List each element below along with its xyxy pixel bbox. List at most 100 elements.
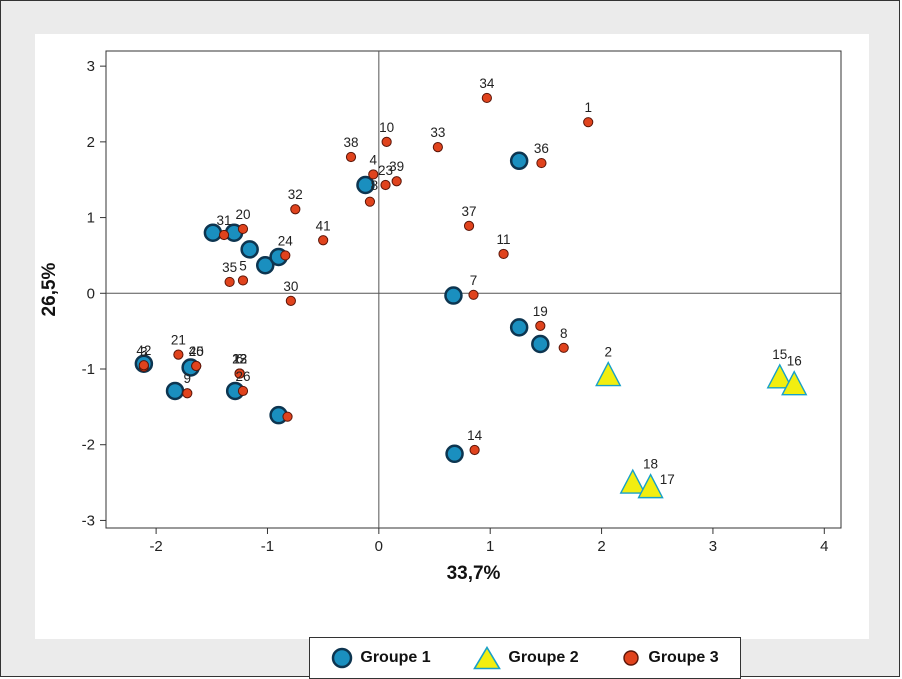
groupe-3-point bbox=[237, 275, 249, 286]
x-tick-label: 3 bbox=[709, 538, 717, 555]
groupe-1-point bbox=[165, 381, 185, 401]
x-tick-label: 0 bbox=[375, 538, 383, 555]
groupe-3-point bbox=[282, 411, 293, 422]
groupe-3-point bbox=[345, 151, 357, 163]
point-label: 2 bbox=[604, 345, 612, 360]
point-label: 14 bbox=[467, 428, 483, 443]
point-label: 39 bbox=[389, 159, 404, 174]
groupe-3-point bbox=[237, 223, 249, 235]
groupe-2-point bbox=[781, 370, 808, 396]
legend-item-groupe-3: Groupe 3 bbox=[621, 648, 719, 668]
chart-marks bbox=[134, 92, 808, 499]
groupe-3-point bbox=[318, 235, 329, 246]
groupe-1-point bbox=[509, 318, 529, 337]
point-label: 41 bbox=[316, 218, 331, 233]
point-label: 37 bbox=[462, 204, 477, 219]
y-tick-label: 0 bbox=[87, 285, 95, 302]
point-label: 7 bbox=[470, 273, 478, 288]
point-label: 36 bbox=[534, 141, 549, 156]
groupe-3-point bbox=[463, 220, 475, 231]
legend-label-groupe-3: Groupe 3 bbox=[648, 649, 719, 666]
groupe-3-point bbox=[290, 204, 301, 215]
point-label: 20 bbox=[235, 207, 250, 222]
plot-panel: -2 -1 0 1 2 3 4 -3 -2 -1 0 1 2 3 2 18 15 16 17 1 3 4 5 6 7 8 9 10 1… bbox=[35, 34, 869, 679]
groupe-1-point bbox=[531, 334, 550, 354]
groupe-1-point bbox=[240, 240, 259, 259]
point-label: 25 bbox=[189, 344, 204, 359]
groupe-3-point bbox=[182, 388, 193, 399]
y-tick-label: -3 bbox=[82, 512, 95, 529]
point-label: 18 bbox=[643, 457, 658, 472]
legend-item-groupe-2: Groupe 2 bbox=[473, 646, 579, 670]
groupe-3-point bbox=[224, 276, 235, 288]
point-label: 34 bbox=[479, 76, 495, 91]
y-tick-label: 2 bbox=[87, 134, 95, 151]
point-label: 15 bbox=[772, 347, 787, 362]
groupe-3-point bbox=[498, 248, 509, 260]
groupe-3-point bbox=[280, 250, 291, 261]
groupe-2-point bbox=[766, 363, 793, 389]
point-label: 32 bbox=[288, 187, 303, 202]
point-label: 19 bbox=[533, 304, 548, 319]
groupe-2-point bbox=[619, 468, 646, 494]
point-label: 5 bbox=[239, 258, 247, 273]
point-label: 33 bbox=[430, 125, 445, 140]
x-axis-label: 33,7% bbox=[447, 563, 501, 584]
groupe-3-point bbox=[469, 444, 480, 456]
groupe-3-point bbox=[237, 385, 249, 397]
point-label: 1 bbox=[584, 100, 592, 115]
point-label: 40 bbox=[189, 344, 204, 359]
legend-label-groupe-2: Groupe 2 bbox=[508, 649, 579, 666]
groupe-3-point bbox=[432, 142, 443, 153]
point-label: 26 bbox=[235, 369, 250, 384]
y-tick-label: -2 bbox=[82, 437, 95, 454]
point-label: 21 bbox=[171, 333, 186, 348]
groupe-2-point bbox=[595, 361, 622, 387]
groupe-3-point bbox=[558, 342, 569, 353]
groupe-3-point bbox=[536, 157, 547, 169]
groupe-3-point bbox=[481, 92, 492, 104]
groupe-2-point bbox=[637, 473, 664, 499]
point-label: 16 bbox=[787, 354, 802, 369]
x-tick-label: 2 bbox=[597, 538, 605, 555]
point-label: 8 bbox=[371, 178, 379, 193]
groupe-3-point bbox=[218, 229, 230, 241]
y-tick-label: -1 bbox=[82, 361, 95, 378]
groupe-3-point bbox=[191, 360, 202, 372]
groupe-3-point bbox=[364, 196, 376, 207]
circle-icon bbox=[332, 647, 353, 669]
point-label: 23 bbox=[378, 163, 393, 178]
groupe-1-point bbox=[444, 286, 463, 305]
point-label: 17 bbox=[660, 472, 675, 487]
groupe-3-point bbox=[468, 289, 479, 300]
groupe-1-point bbox=[445, 444, 464, 464]
groupe-3-point bbox=[368, 169, 379, 180]
point-label: 3 bbox=[140, 345, 148, 360]
point-label: 30 bbox=[283, 279, 298, 294]
triangle-icon bbox=[473, 646, 502, 670]
x-tick-label: -2 bbox=[149, 538, 162, 555]
point-label: 9 bbox=[184, 371, 192, 386]
groupe-3-point bbox=[173, 349, 184, 360]
reference-lines bbox=[106, 51, 841, 528]
y-tick-label: 3 bbox=[87, 58, 95, 75]
point-label: 38 bbox=[343, 135, 358, 150]
chart-legend: Groupe 1 Groupe 2 Groupe 3 bbox=[309, 637, 741, 679]
plot-border bbox=[105, 50, 842, 529]
point-label: 4 bbox=[370, 152, 378, 167]
point-label: 8 bbox=[560, 326, 568, 341]
groupe-1-point bbox=[356, 175, 375, 195]
point-label: 22 bbox=[232, 352, 247, 367]
groupe-1-point bbox=[256, 256, 275, 275]
groupe-3-point bbox=[583, 117, 594, 128]
point-label: 31 bbox=[217, 213, 232, 228]
groupe-3-point bbox=[535, 320, 546, 331]
groupe-3-point bbox=[380, 179, 391, 191]
point-label: 13 bbox=[232, 352, 247, 367]
point-label: 6 bbox=[236, 352, 244, 367]
point-label: 42 bbox=[136, 343, 151, 358]
